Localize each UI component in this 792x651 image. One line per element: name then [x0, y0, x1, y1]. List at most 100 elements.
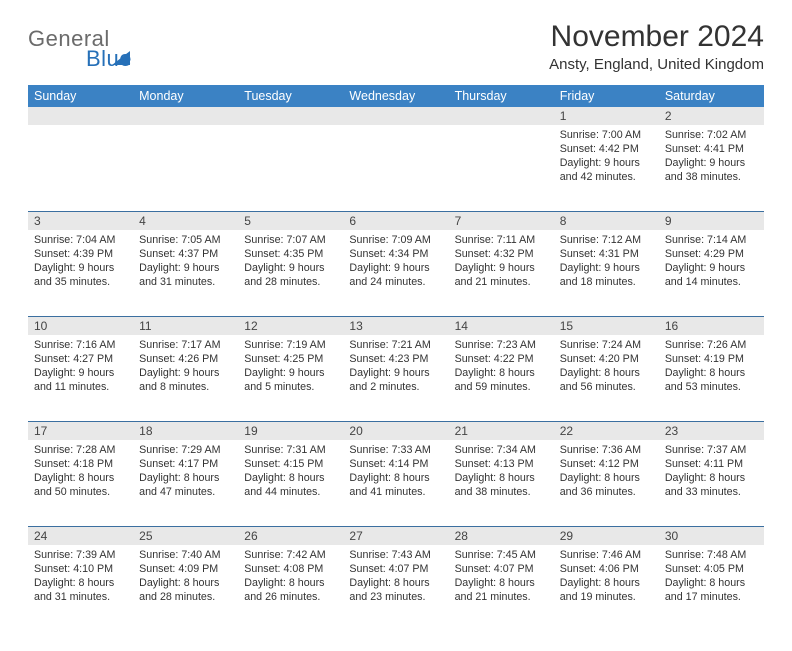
day-number: 29 — [554, 527, 659, 545]
week-row: Sunrise: 7:28 AMSunset: 4:18 PMDaylight:… — [28, 440, 764, 526]
day-cell — [449, 125, 554, 211]
day-header: Saturday — [659, 85, 764, 107]
sunset: Sunset: 4:22 PM — [455, 352, 548, 366]
sunrise: Sunrise: 7:19 AM — [244, 338, 337, 352]
sunset: Sunset: 4:15 PM — [244, 457, 337, 471]
sunset: Sunset: 4:25 PM — [244, 352, 337, 366]
sunset: Sunset: 4:17 PM — [139, 457, 232, 471]
sunrise: Sunrise: 7:24 AM — [560, 338, 653, 352]
sunset: Sunset: 4:32 PM — [455, 247, 548, 261]
day-cell: Sunrise: 7:37 AMSunset: 4:11 PMDaylight:… — [659, 440, 764, 526]
sunrise: Sunrise: 7:43 AM — [349, 548, 442, 562]
header: General Blue November 2024 Ansty, Englan… — [28, 20, 764, 73]
day-cell: Sunrise: 7:16 AMSunset: 4:27 PMDaylight:… — [28, 335, 133, 421]
week-row: Sunrise: 7:16 AMSunset: 4:27 PMDaylight:… — [28, 335, 764, 421]
day-number — [133, 107, 238, 125]
day-header: Monday — [133, 85, 238, 107]
day-cell — [343, 125, 448, 211]
day-number: 15 — [554, 317, 659, 335]
daylight: Daylight: 8 hours and 53 minutes. — [665, 366, 758, 394]
day-number — [449, 107, 554, 125]
day-number: 8 — [554, 212, 659, 230]
sunset: Sunset: 4:07 PM — [455, 562, 548, 576]
sunset: Sunset: 4:19 PM — [665, 352, 758, 366]
day-number — [238, 107, 343, 125]
sunrise: Sunrise: 7:16 AM — [34, 338, 127, 352]
day-number: 16 — [659, 317, 764, 335]
day-number: 30 — [659, 527, 764, 545]
day-cell: Sunrise: 7:45 AMSunset: 4:07 PMDaylight:… — [449, 545, 554, 631]
sunset: Sunset: 4:39 PM — [34, 247, 127, 261]
day-number — [343, 107, 448, 125]
daynum-row: 3456789 — [28, 211, 764, 230]
day-cell: Sunrise: 7:34 AMSunset: 4:13 PMDaylight:… — [449, 440, 554, 526]
sunrise: Sunrise: 7:29 AM — [139, 443, 232, 457]
daynum-row: 10111213141516 — [28, 316, 764, 335]
sunset: Sunset: 4:27 PM — [34, 352, 127, 366]
daylight: Daylight: 8 hours and 17 minutes. — [665, 576, 758, 604]
daylight: Daylight: 8 hours and 59 minutes. — [455, 366, 548, 394]
day-number: 28 — [449, 527, 554, 545]
week-row: Sunrise: 7:39 AMSunset: 4:10 PMDaylight:… — [28, 545, 764, 631]
day-header: Sunday — [28, 85, 133, 107]
daylight: Daylight: 8 hours and 23 minutes. — [349, 576, 442, 604]
sunset: Sunset: 4:09 PM — [139, 562, 232, 576]
day-cell: Sunrise: 7:12 AMSunset: 4:31 PMDaylight:… — [554, 230, 659, 316]
day-cell: Sunrise: 7:02 AMSunset: 4:41 PMDaylight:… — [659, 125, 764, 211]
daylight: Daylight: 8 hours and 21 minutes. — [455, 576, 548, 604]
sunrise: Sunrise: 7:04 AM — [34, 233, 127, 247]
day-number: 17 — [28, 422, 133, 440]
day-number: 24 — [28, 527, 133, 545]
day-cell: Sunrise: 7:07 AMSunset: 4:35 PMDaylight:… — [238, 230, 343, 316]
day-number: 10 — [28, 317, 133, 335]
day-cell — [28, 125, 133, 211]
day-cell: Sunrise: 7:33 AMSunset: 4:14 PMDaylight:… — [343, 440, 448, 526]
sunrise: Sunrise: 7:11 AM — [455, 233, 548, 247]
sunrise: Sunrise: 7:14 AM — [665, 233, 758, 247]
day-cell — [238, 125, 343, 211]
day-number: 19 — [238, 422, 343, 440]
sunset: Sunset: 4:08 PM — [244, 562, 337, 576]
sunrise: Sunrise: 7:17 AM — [139, 338, 232, 352]
sunrise: Sunrise: 7:37 AM — [665, 443, 758, 457]
daylight: Daylight: 9 hours and 38 minutes. — [665, 156, 758, 184]
sunset: Sunset: 4:05 PM — [665, 562, 758, 576]
sunrise: Sunrise: 7:05 AM — [139, 233, 232, 247]
daylight: Daylight: 9 hours and 42 minutes. — [560, 156, 653, 184]
day-cell: Sunrise: 7:04 AMSunset: 4:39 PMDaylight:… — [28, 230, 133, 316]
daylight: Daylight: 9 hours and 2 minutes. — [349, 366, 442, 394]
day-header: Tuesday — [238, 85, 343, 107]
daylight: Daylight: 8 hours and 38 minutes. — [455, 471, 548, 499]
sunrise: Sunrise: 7:21 AM — [349, 338, 442, 352]
day-cell: Sunrise: 7:17 AMSunset: 4:26 PMDaylight:… — [133, 335, 238, 421]
day-cell: Sunrise: 7:40 AMSunset: 4:09 PMDaylight:… — [133, 545, 238, 631]
day-number: 18 — [133, 422, 238, 440]
sunset: Sunset: 4:20 PM — [560, 352, 653, 366]
day-number — [28, 107, 133, 125]
day-number: 23 — [659, 422, 764, 440]
day-cell: Sunrise: 7:42 AMSunset: 4:08 PMDaylight:… — [238, 545, 343, 631]
daylight: Daylight: 9 hours and 11 minutes. — [34, 366, 127, 394]
daylight: Daylight: 9 hours and 24 minutes. — [349, 261, 442, 289]
sunrise: Sunrise: 7:36 AM — [560, 443, 653, 457]
sunset: Sunset: 4:11 PM — [665, 457, 758, 471]
title-block: November 2024 Ansty, England, United Kin… — [549, 20, 764, 73]
sunrise: Sunrise: 7:48 AM — [665, 548, 758, 562]
daylight: Daylight: 8 hours and 44 minutes. — [244, 471, 337, 499]
daylight: Daylight: 8 hours and 50 minutes. — [34, 471, 127, 499]
day-number: 9 — [659, 212, 764, 230]
sunset: Sunset: 4:06 PM — [560, 562, 653, 576]
daylight: Daylight: 8 hours and 36 minutes. — [560, 471, 653, 499]
day-number: 22 — [554, 422, 659, 440]
daynum-row: 17181920212223 — [28, 421, 764, 440]
logo-line2: Blue — [86, 46, 132, 71]
sunset: Sunset: 4:13 PM — [455, 457, 548, 471]
daylight: Daylight: 8 hours and 56 minutes. — [560, 366, 653, 394]
day-cell: Sunrise: 7:24 AMSunset: 4:20 PMDaylight:… — [554, 335, 659, 421]
calendar-page: General Blue November 2024 Ansty, Englan… — [0, 0, 792, 651]
daylight: Daylight: 9 hours and 8 minutes. — [139, 366, 232, 394]
day-number: 2 — [659, 107, 764, 125]
day-number: 25 — [133, 527, 238, 545]
daylight: Daylight: 9 hours and 18 minutes. — [560, 261, 653, 289]
daylight: Daylight: 9 hours and 21 minutes. — [455, 261, 548, 289]
